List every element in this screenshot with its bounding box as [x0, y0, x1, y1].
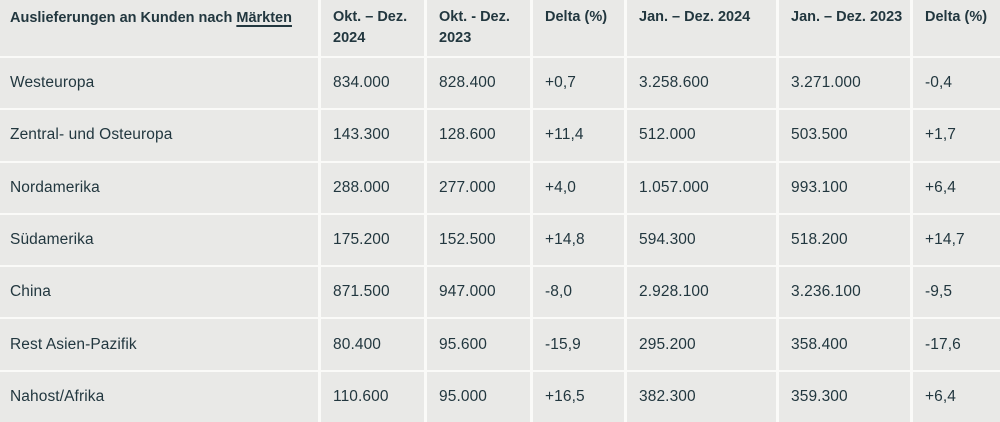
delta-cell: +6,4	[913, 371, 1000, 422]
delta-cell: +4,0	[533, 162, 624, 213]
value-cell: 503.500	[779, 110, 910, 161]
table-title: Auslieferungen an Kunden nach	[10, 10, 233, 26]
value-cell: 95.600	[427, 319, 530, 370]
delta-cell: -15,9	[533, 319, 624, 370]
value-cell: 3.236.100	[779, 267, 910, 318]
value-cell: 288.000	[321, 162, 424, 213]
delta-cell: +6,4	[913, 162, 1000, 213]
value-cell: 277.000	[427, 162, 530, 213]
col-header-line: Okt. – Dez.	[333, 9, 408, 25]
market-name-cell: Zentral- und Osteuropa	[0, 110, 318, 161]
market-name-cell: China	[0, 267, 318, 318]
col-header-q4-2024: Okt. – Dez. 2024	[321, 0, 424, 56]
col-header-delta-fy: Delta (%)	[913, 0, 1000, 56]
delta-cell: +14,7	[913, 214, 1000, 266]
col-header-fy-2024: Jan. – Dez. 2024	[627, 0, 776, 56]
col-header-line: Delta (%)	[925, 9, 988, 25]
market-name-cell: Nahost/Afrika	[0, 371, 318, 422]
value-cell: 382.300	[627, 371, 776, 422]
table-title-cell: Auslieferungen an Kunden nach Märkten	[0, 0, 318, 56]
col-header-line: Jan. – Dez. 2024	[639, 9, 751, 25]
value-cell: 2.928.100	[627, 267, 776, 318]
value-cell: 110.600	[321, 371, 424, 422]
value-cell: 512.000	[627, 110, 776, 161]
col-header-line: Delta (%)	[545, 9, 608, 25]
delta-cell: +1,7	[913, 110, 1000, 161]
value-cell: 3.258.600	[627, 58, 776, 109]
col-header-line: Okt. - Dez.	[439, 9, 510, 25]
value-cell: 993.100	[779, 162, 910, 213]
delta-cell: -0,4	[913, 58, 1000, 109]
value-cell: 594.300	[627, 214, 776, 266]
col-header-line: 2023	[439, 30, 472, 46]
value-cell: 871.500	[321, 267, 424, 318]
value-cell: 143.300	[321, 110, 424, 161]
delta-cell: -8,0	[533, 267, 624, 318]
maerkten-glossary-link[interactable]: Märkten	[236, 10, 292, 26]
delta-cell: +14,8	[533, 214, 624, 266]
value-cell: 518.200	[779, 214, 910, 266]
delta-cell: -9,5	[913, 267, 1000, 318]
value-cell: 128.600	[427, 110, 530, 161]
value-cell: 175.200	[321, 214, 424, 266]
value-cell: 947.000	[427, 267, 530, 318]
value-cell: 834.000	[321, 58, 424, 109]
delta-cell: +16,5	[533, 371, 624, 422]
col-header-line: 2024	[333, 30, 366, 46]
market-name-cell: Südamerika	[0, 214, 318, 266]
value-cell: 359.300	[779, 371, 910, 422]
market-name-cell: Rest Asien-Pazifik	[0, 319, 318, 370]
delta-cell: -17,6	[913, 319, 1000, 370]
value-cell: 95.000	[427, 371, 530, 422]
value-cell: 828.400	[427, 58, 530, 109]
market-name-cell: Westeuropa	[0, 58, 318, 109]
col-header-q4-2023: Okt. - Dez. 2023	[427, 0, 530, 56]
value-cell: 152.500	[427, 214, 530, 266]
market-name-cell: Nordamerika	[0, 162, 318, 213]
col-header-fy-2023: Jan. – Dez. 2023	[779, 0, 910, 56]
delta-cell: +11,4	[533, 110, 624, 161]
value-cell: 1.057.000	[627, 162, 776, 213]
col-header-delta-q4: Delta (%)	[533, 0, 624, 56]
value-cell: 80.400	[321, 319, 424, 370]
delta-cell: +0,7	[533, 58, 624, 109]
value-cell: 3.271.000	[779, 58, 910, 109]
col-header-line: Jan. – Dez. 2023	[791, 9, 903, 25]
value-cell: 358.400	[779, 319, 910, 370]
value-cell: 295.200	[627, 319, 776, 370]
